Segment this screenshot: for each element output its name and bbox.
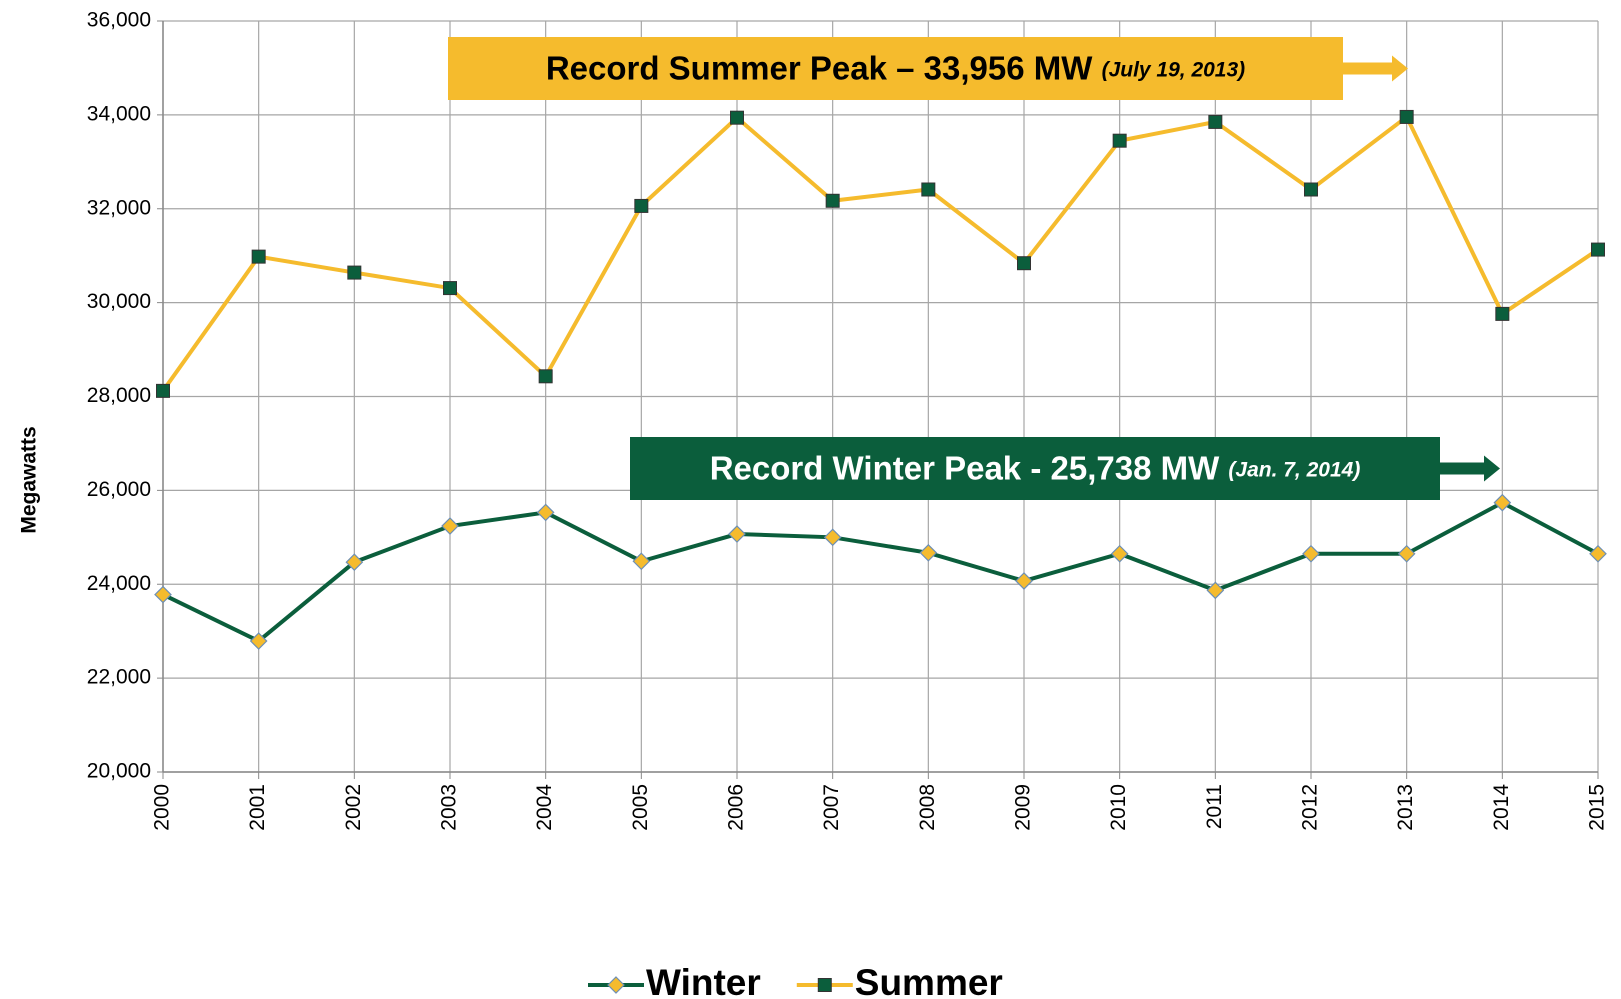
marker [1493, 493, 1512, 512]
legend-label: Summer [855, 962, 1003, 999]
x-tick-label: 2000 [151, 784, 174, 831]
marker [1302, 544, 1320, 563]
x-tick-label: 2009 [1012, 784, 1035, 831]
marker [536, 503, 555, 522]
marker [1112, 133, 1127, 148]
marker [817, 978, 832, 992]
marker [1206, 581, 1225, 600]
x-tick-label: 2005 [629, 784, 652, 831]
annotation-note: (July 19, 2013) [1102, 58, 1246, 81]
x-tick-label: 2004 [533, 784, 556, 831]
marker [921, 182, 936, 197]
marker [251, 249, 266, 264]
marker [347, 265, 362, 280]
marker [728, 525, 746, 543]
marker [825, 193, 840, 208]
annotation-arrow [1440, 455, 1500, 482]
x-tick-label: 2013 [1394, 784, 1417, 831]
x-tick-label: 2011 [1203, 784, 1226, 829]
y-tick-label: 36,000 [87, 9, 151, 32]
y-tick-label: 24,000 [87, 572, 151, 595]
y-tick-label: 20,000 [87, 760, 151, 783]
annotation-arrow [1343, 55, 1408, 82]
annotation-text: Record Summer Peak – 33,956 MW (July 19,… [546, 49, 1245, 86]
x-tick-label: 2001 [246, 784, 269, 831]
y-axis-label: Megawatts [18, 426, 41, 533]
marker [441, 517, 459, 535]
marker [249, 632, 268, 650]
annotation-box [448, 37, 1343, 100]
legend-label: Winter [646, 962, 761, 999]
annotation-title: Record Winter Peak - 25,738 MW [710, 449, 1220, 486]
marker [538, 369, 553, 384]
x-tick-label: 2012 [1299, 784, 1322, 831]
y-tick-label: 34,000 [87, 102, 151, 125]
series-line [162, 500, 1599, 644]
marker [607, 976, 625, 994]
x-tick-label: 2002 [342, 784, 365, 831]
y-tick-label: 32,000 [87, 196, 151, 219]
x-tick-label: 2006 [725, 784, 748, 831]
marker [823, 528, 842, 547]
x-tick-label: 2014 [1490, 784, 1513, 831]
x-tick-label: 2007 [820, 784, 843, 831]
marker [156, 383, 170, 398]
marker [730, 110, 744, 125]
annotation-text: Record Winter Peak - 25,738 MW (Jan. 7, … [710, 449, 1361, 486]
y-tick-label: 26,000 [87, 478, 151, 501]
marker [919, 543, 938, 562]
marker [1015, 572, 1033, 590]
y-tick-label: 30,000 [87, 290, 151, 313]
y-tick-label: 22,000 [87, 666, 151, 689]
series-line [161, 113, 1600, 393]
annotation-title: Record Summer Peak – 33,956 MW [546, 49, 1093, 86]
marker [1304, 182, 1318, 197]
marker [1399, 109, 1414, 124]
marker [1110, 544, 1129, 563]
marker [1495, 306, 1510, 321]
annotation-box [630, 437, 1440, 500]
marker [1397, 544, 1416, 563]
x-tick-label: 2010 [1107, 784, 1130, 831]
marker [632, 552, 651, 571]
marker [345, 553, 364, 572]
marker [1208, 114, 1223, 129]
marker [1589, 544, 1607, 563]
x-tick-label: 2008 [916, 784, 939, 831]
marker [1591, 242, 1605, 257]
marker [634, 198, 649, 213]
annotation-note: (Jan. 7, 2014) [1228, 458, 1360, 481]
x-tick-label: 2015 [1586, 784, 1609, 831]
x-tick-label: 2003 [438, 784, 461, 831]
marker [1017, 256, 1031, 271]
marker [443, 281, 457, 296]
marker [154, 585, 172, 604]
y-tick-label: 28,000 [87, 384, 151, 407]
